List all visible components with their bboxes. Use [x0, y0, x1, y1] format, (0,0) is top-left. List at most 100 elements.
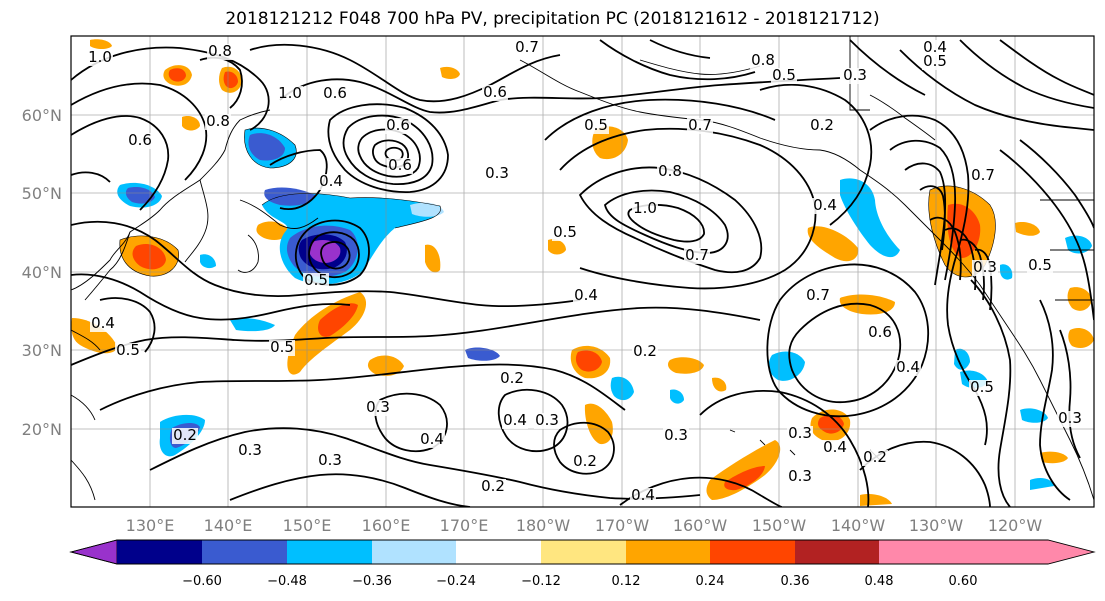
contour-label: 0.8 [208, 42, 232, 60]
colorbar-segment-9 [795, 540, 879, 564]
contour-label: 0.6 [483, 83, 507, 101]
colorbar-segment-4 [372, 540, 456, 564]
lon-label-130e: 130°E [126, 516, 175, 535]
contour-label-bg [862, 450, 888, 466]
colorbar-tick-2: −0.48 [267, 574, 307, 589]
contour-label-bg [303, 273, 329, 289]
lon-label-170e: 170°E [440, 516, 489, 535]
lon-label-160w: 160°W [673, 516, 728, 535]
contour-label: 0.6 [386, 116, 410, 134]
lon-label-160e: 160°E [362, 516, 411, 535]
contour-label: 0.8 [751, 51, 775, 69]
colorbar-tick-10: 0.60 [949, 574, 978, 589]
contour-label-bg [172, 428, 198, 444]
lat-label-40n: 40°N [22, 263, 62, 282]
contour-label: 0.2 [481, 477, 505, 495]
contour-label-bg [480, 479, 506, 495]
contour-label-bg [482, 85, 508, 101]
contour-label-bg [127, 133, 153, 149]
contour-label: 0.6 [388, 156, 412, 174]
contour-label-bg [842, 68, 868, 84]
contour-label: 1.0 [278, 84, 302, 102]
contour-label: 0.3 [788, 424, 812, 442]
lat-label-50n: 50°N [22, 184, 62, 203]
contour-label: 0.4 [319, 172, 343, 190]
map-frame [71, 36, 1094, 507]
contour-label: 0.5 [270, 338, 294, 356]
lat-label-20n: 20°N [22, 420, 62, 439]
contour-label-bg [630, 488, 656, 504]
contour-label-bg [207, 44, 233, 60]
colorbar-tick-5: −0.12 [521, 574, 561, 589]
contour-label: 0.5 [553, 223, 577, 241]
colorbar-extend-high [963, 540, 1094, 564]
contour-label: 0.5 [923, 52, 947, 70]
contour-label: 0.4 [91, 314, 115, 332]
colorbar-tick-3: −0.36 [352, 574, 392, 589]
contour-label-bg [922, 54, 948, 70]
contour-label: 0.2 [810, 116, 834, 134]
contour-label: 0.4 [896, 358, 920, 376]
contour-label-bg [787, 426, 813, 442]
contour-label-bg [573, 288, 599, 304]
contour-label-bg [750, 53, 776, 69]
contour-label-bg [1027, 258, 1053, 274]
contour-label: 0.4 [923, 38, 947, 56]
contour-label-bg [632, 344, 658, 360]
contour-label-bg [812, 198, 838, 214]
contour-label: 1.0 [88, 48, 112, 66]
contour-label: 0.7 [685, 246, 709, 264]
contour-label-bg [502, 413, 528, 429]
colorbar-segment-7 [626, 540, 710, 564]
contour-label: 0.2 [633, 342, 657, 360]
contour-label: 0.6 [128, 131, 152, 149]
contour-label-bg [387, 158, 413, 174]
lon-label-120w: 120°W [988, 516, 1043, 535]
contour-label-bg [1057, 411, 1083, 427]
colorbar-extend-low [69, 539, 118, 565]
lon-label-180w: 180°W [516, 516, 571, 535]
contour-label-bg [237, 443, 263, 459]
contour-label: 0.5 [584, 116, 608, 134]
contour-label: 0.5 [304, 271, 328, 289]
lon-label-170w: 170°W [595, 516, 650, 535]
colorbar: −0.60 −0.48 −0.36 −0.24 −0.12 0.12 0.24 … [69, 539, 1096, 589]
contour-label: 0.5 [772, 66, 796, 84]
contour-label-bg [809, 118, 835, 134]
contour-label: 0.3 [366, 398, 390, 416]
contour-label: 0.2 [863, 448, 887, 466]
contour-label: 0.5 [1028, 256, 1052, 274]
contour-label: 0.6 [323, 84, 347, 102]
contour-label-bg [419, 432, 445, 448]
contour-label-bg [552, 225, 578, 241]
contour-label: 0.3 [485, 164, 509, 182]
contour-label: 0.2 [173, 426, 197, 444]
contour-label: 0.2 [500, 369, 524, 387]
contour-label: 0.3 [238, 441, 262, 459]
contour-label-bg [970, 168, 996, 184]
contour-label: 0.3 [843, 66, 867, 84]
contour-label-bg [632, 201, 658, 217]
colorbar-segment-1 [117, 540, 202, 564]
latitude-axis: 60°N 50°N 40°N 30°N 20°N [22, 106, 62, 439]
colorbar-segment-5 [456, 540, 541, 564]
colorbar-tick-6: 0.12 [612, 574, 641, 589]
contour-label-bg [771, 68, 797, 84]
contour-label: 0.4 [503, 411, 527, 429]
contour-label: 0.2 [573, 452, 597, 470]
contour-label-bg [583, 118, 609, 134]
colorbar-tick-8: 0.36 [781, 574, 810, 589]
colorbar-segment-10 [879, 540, 963, 564]
colorbar-segment-8 [710, 540, 795, 564]
contour-label: 0.7 [688, 116, 712, 134]
pv-contours [71, 39, 1094, 507]
colorbar-tick-1: −0.60 [182, 574, 222, 589]
lat-label-30n: 30°N [22, 341, 62, 360]
lon-label-140e: 140°E [204, 516, 253, 535]
contour-label-bg [318, 174, 344, 190]
contour-label-bg [484, 166, 510, 182]
contour-labels: 0.81.00.70.80.40.51.0 0.6 0.60.5 0.70.5 0.30… [87, 38, 1083, 504]
contour-label: 0.3 [788, 467, 812, 485]
colorbar-outline [69, 539, 1096, 565]
contour-label: 0.7 [971, 166, 995, 184]
